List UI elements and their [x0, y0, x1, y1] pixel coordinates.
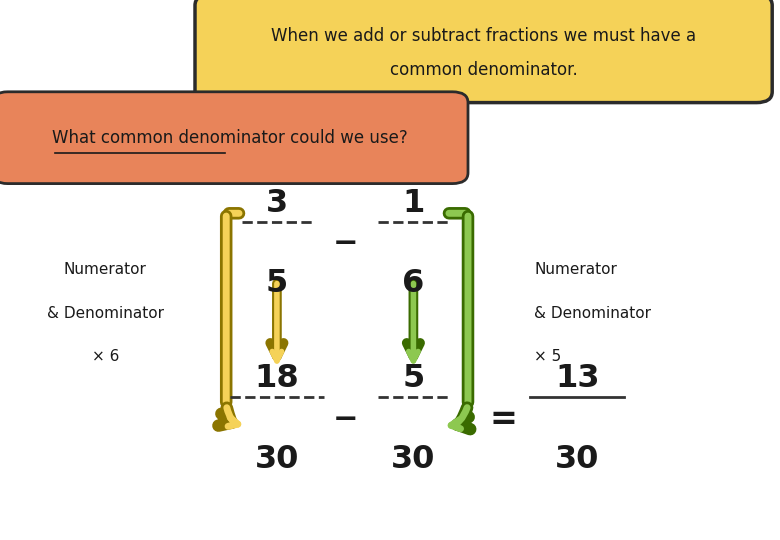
- Text: 18: 18: [254, 363, 300, 394]
- Text: Numerator: Numerator: [64, 262, 147, 278]
- Text: & Denominator: & Denominator: [47, 306, 164, 321]
- Text: What common denominator could we use?: What common denominator could we use?: [52, 129, 408, 147]
- Text: & Denominator: & Denominator: [534, 306, 651, 321]
- Text: −: −: [332, 404, 358, 434]
- Text: When we add or subtract fractions we must have a: When we add or subtract fractions we mus…: [271, 26, 697, 45]
- Text: 13: 13: [555, 363, 600, 394]
- Text: Numerator: Numerator: [534, 262, 617, 278]
- Text: 5: 5: [402, 363, 424, 394]
- Text: × 5: × 5: [534, 349, 562, 364]
- Text: 30: 30: [392, 444, 435, 475]
- Text: 1: 1: [402, 188, 424, 219]
- Text: common denominator.: common denominator.: [390, 61, 577, 79]
- Text: 6: 6: [402, 268, 424, 299]
- Text: × 6: × 6: [91, 349, 119, 364]
- FancyBboxPatch shape: [195, 0, 772, 103]
- Text: −: −: [332, 229, 358, 258]
- Text: 30: 30: [555, 444, 599, 475]
- Text: 30: 30: [255, 444, 299, 475]
- Text: 3: 3: [266, 188, 288, 219]
- FancyBboxPatch shape: [0, 92, 468, 184]
- Text: =: =: [489, 402, 517, 436]
- Text: 5: 5: [266, 268, 288, 299]
